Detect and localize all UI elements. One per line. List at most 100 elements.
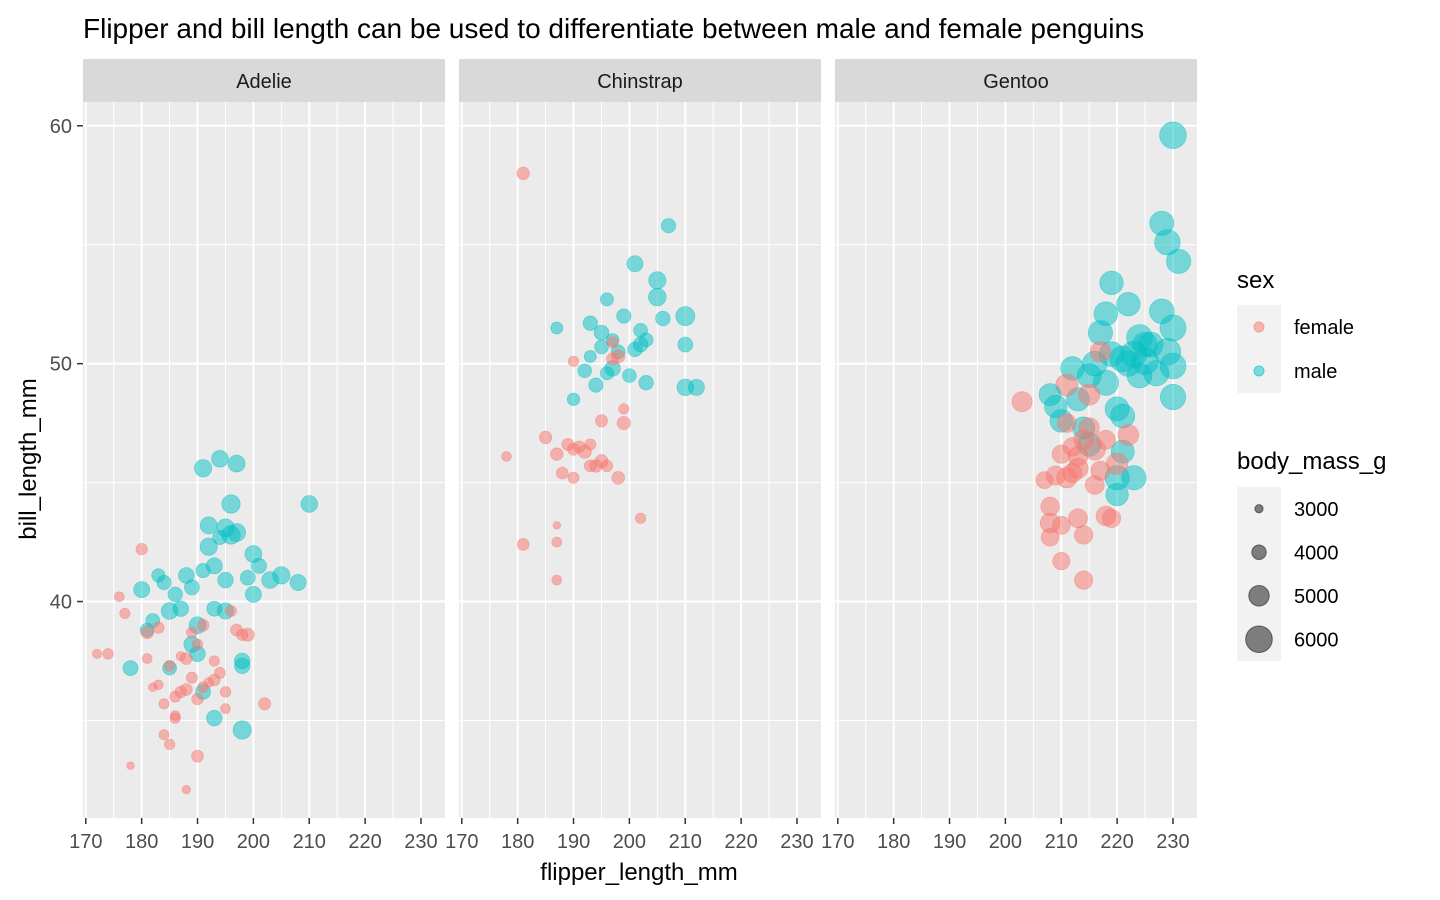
data-point-female [140, 625, 154, 640]
x-tick-label: 180 [877, 831, 910, 853]
data-point-female [1085, 475, 1105, 495]
data-point-male [550, 321, 564, 335]
data-point-female [1078, 383, 1101, 406]
data-point-female [1051, 444, 1071, 464]
legend-label-male: male [1294, 361, 1337, 383]
x-tick-label: 230 [1156, 831, 1189, 853]
data-point-male [1121, 465, 1147, 491]
data-point-male [122, 660, 139, 676]
data-point-male [1116, 292, 1141, 317]
x-tick-label: 190 [181, 831, 214, 853]
data-point-female [595, 414, 608, 428]
data-point-female [550, 447, 564, 461]
facet-strip-label: Chinstrap [597, 71, 683, 93]
x-tick-label: 170 [821, 831, 854, 853]
data-point-female [220, 703, 231, 714]
data-point-male [1160, 383, 1187, 410]
data-point-female [584, 438, 597, 451]
x-tick-label: 180 [501, 831, 534, 853]
data-point-male [582, 315, 598, 331]
x-tick-label: 200 [613, 831, 646, 853]
data-point-male [626, 255, 644, 273]
data-point-female [208, 655, 220, 667]
data-point-male [206, 709, 223, 727]
data-point-male [638, 332, 654, 348]
data-point-male [688, 378, 705, 396]
data-point-female [583, 459, 597, 473]
data-point-male [616, 308, 632, 324]
data-point-female [175, 651, 186, 662]
x-tick-label: 230 [780, 831, 813, 853]
data-point-male [244, 586, 262, 603]
data-point-female [158, 698, 170, 710]
data-point-female [1101, 508, 1122, 528]
data-point-female [606, 336, 619, 349]
data-point-female [92, 648, 103, 659]
data-point-male [1093, 301, 1119, 326]
data-point-female [618, 403, 630, 415]
data-point-female [1073, 525, 1094, 545]
data-point-female [119, 607, 131, 619]
data-point-male [234, 657, 251, 674]
data-point-female [1011, 391, 1033, 413]
legend-label-female: female [1294, 317, 1354, 339]
data-point-male [566, 392, 581, 406]
y-tick-label: 40 [50, 592, 72, 614]
legend-key-female [1253, 321, 1265, 333]
data-point-male [195, 563, 211, 579]
data-point-male [184, 579, 200, 596]
panel-background [83, 102, 445, 818]
color-legend-title: sex [1237, 267, 1274, 294]
data-point-female [1052, 516, 1071, 535]
data-point-female [555, 466, 569, 480]
data-point-male [1159, 121, 1187, 150]
legend-size-key [1248, 585, 1270, 607]
data-point-male [1105, 482, 1129, 507]
data-point-female [1074, 570, 1094, 590]
legend-key-male [1253, 365, 1265, 377]
data-point-female [1057, 413, 1077, 433]
data-point-female [191, 692, 204, 706]
data-point-female [169, 690, 182, 703]
facet-strip [83, 59, 445, 102]
data-point-female [1040, 528, 1060, 547]
x-tick-label: 170 [69, 831, 102, 853]
x-tick-label: 190 [557, 831, 590, 853]
data-point-male [151, 568, 166, 583]
data-point-male [211, 450, 229, 468]
x-tick-label: 220 [724, 831, 757, 853]
legend-size-key [1254, 504, 1264, 514]
data-point-male [1149, 210, 1175, 236]
data-point-female [191, 638, 204, 651]
data-point-male [600, 292, 614, 307]
data-point-male [648, 271, 667, 290]
data-point-female [102, 648, 114, 660]
data-point-female [152, 621, 165, 634]
legend: sex female male body_mass_g 3000 4000 5000 6000 [1237, 267, 1386, 661]
data-point-male [627, 341, 643, 358]
legend-size-label: 3000 [1294, 499, 1339, 521]
data-point-female [551, 536, 563, 548]
data-point-female [634, 512, 647, 524]
legend-size-key [1245, 625, 1273, 654]
data-point-female [1068, 508, 1088, 529]
data-point-female [185, 671, 198, 684]
data-point-female [126, 761, 135, 770]
facet-strip [835, 59, 1197, 102]
data-point-female [164, 738, 176, 750]
data-point-male [1110, 403, 1136, 429]
facet-panel-gentoo: Gentoo 170 180 190 200 210 220 230 [821, 59, 1197, 853]
data-point-male [167, 586, 183, 603]
data-point-male [194, 459, 213, 478]
x-tick-label: 180 [125, 831, 158, 853]
data-point-male [599, 366, 614, 381]
data-point-female [567, 471, 580, 484]
data-point-female [1062, 463, 1083, 484]
size-legend-title: body_mass_g [1237, 448, 1386, 475]
data-point-female [1117, 424, 1140, 446]
data-point-male [655, 310, 671, 327]
data-point-male [1038, 383, 1062, 407]
legend-size-label: 5000 [1294, 586, 1339, 608]
data-point-male [212, 529, 228, 545]
data-point-female [552, 521, 561, 530]
